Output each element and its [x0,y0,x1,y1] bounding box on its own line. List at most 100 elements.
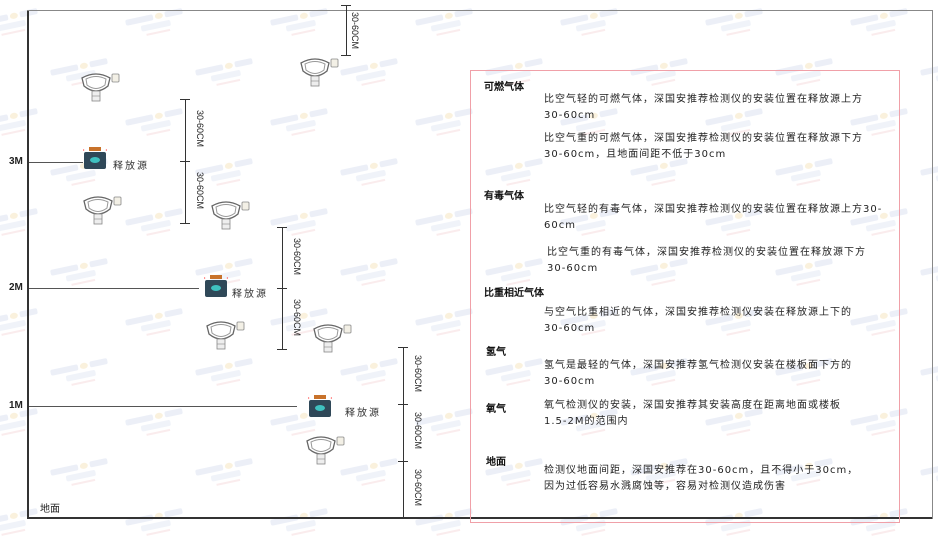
release-source-icon [307,395,333,417]
toxic-title: 有毒气体 [484,191,524,202]
watermark-logo [195,58,253,86]
watermark-logo [485,358,543,386]
watermark-logo [270,508,328,536]
floor-line [27,517,933,519]
watermark-logo [415,308,473,336]
watermark-logo [775,358,833,386]
watermark-logo [775,458,833,486]
info-panel [470,70,900,523]
watermark-logo [0,508,38,536]
watermark-logo [270,308,328,336]
ground-title: 地面 [486,457,506,468]
watermark-logo [195,358,253,386]
release-source-icon [82,147,108,169]
ceiling-line [27,10,933,11]
watermark-logo [705,108,763,136]
similar-title: 比重相近气体 [484,288,544,299]
ground-text: 检测仪地面间距，深国安推荐在30-60cm，且不得小于30cm，因为过低容易水溅… [544,465,859,492]
watermark-logo [415,408,473,436]
watermark-logo [270,8,328,36]
dimension-tick [180,161,190,162]
watermark-logo [195,458,253,486]
watermark-logo [920,464,938,482]
watermark-logo [270,108,328,136]
wall-line [27,10,29,519]
gas-detector-icon [310,323,352,353]
watermark-logo [340,158,398,186]
watermark-logo [775,158,833,186]
watermark-logo [920,264,938,282]
level-2m-label: 2M [9,282,23,293]
oxygen-title: 氧气 [486,404,506,415]
watermark-logo [850,308,908,336]
watermark-logo [0,308,38,336]
watermark-logo [270,208,328,236]
level-1m-line [29,406,297,407]
watermark-logo [125,208,183,236]
dimension-label: 30-60CM [292,299,302,337]
watermark-logo [340,458,398,486]
watermark-logo [920,164,938,182]
release-source-label: 释放源 [345,408,381,419]
gas-detector-icon [78,72,120,102]
watermark-logo [850,108,908,136]
watermark-logo [705,308,763,336]
watermark-logo [415,108,473,136]
level-3m-label: 3M [9,156,23,167]
dimension-line [346,5,347,55]
watermark-logo [705,8,763,36]
watermark-logo [560,208,618,236]
watermark-logo [50,358,108,386]
release-source-label: 释放源 [232,289,268,300]
watermark-logo [0,208,38,236]
dimension-label: 30-60CM [292,238,302,276]
dimension-tick [180,223,190,224]
watermark-logo [850,208,908,236]
dimension-label: 30-60CM [195,172,205,210]
dimension-label: 30-60CM [195,110,205,148]
toxic-light-text: 比空气轻的有毒气体，深国安推荐检测仪的安装位置在释放源上方30-60cm [544,204,883,231]
dimension-label: 30-60CM [413,412,423,450]
watermark-logo [0,408,38,436]
watermark-logo [775,58,833,86]
watermark-logo [485,258,543,286]
release-source-label: 释放源 [113,161,149,172]
watermark-logo [0,108,38,136]
watermark-logo [415,208,473,236]
watermark-logo [705,408,763,436]
dimension-tick [341,55,351,56]
watermark-logo [705,208,763,236]
watermark-logo [560,408,618,436]
dimension-label: 30-60CM [350,12,360,50]
watermark-logo [195,158,253,186]
dimension-tick [398,404,408,405]
dimension-label: 30-60CM [413,355,423,393]
dimension-tick [398,518,408,519]
watermark-logo [125,108,183,136]
hydrogen-text: 氢气是最轻的气体，深国安推荐氢气检测仪安装在楼板面下方的30-60cm [544,360,852,387]
watermark-logo [630,258,688,286]
watermark-logo [920,364,938,382]
watermark-logo [50,258,108,286]
dimension-tick [398,461,408,462]
flammable-light-text: 比空气轻的可燃气体，深国安推荐检测仪的安装位置在释放源上方30-60cm [544,94,863,121]
dimension-tick [180,99,190,100]
watermark-logo [125,508,183,536]
watermark-logo [775,258,833,286]
dimension-tick [341,5,351,6]
watermark-logo [0,8,38,36]
dimension-label: 30-60CM [413,469,423,507]
floor-label: 地面 [40,504,60,515]
dimension-tick [398,347,408,348]
watermark-logo [125,308,183,336]
watermark-logo [415,508,473,536]
level-2m-line [29,288,199,289]
release-source-icon [203,275,229,297]
gas-detector-icon [303,435,345,465]
watermark-logo [50,458,108,486]
watermark-logo [125,408,183,436]
dimension-line [403,347,404,518]
watermark-logo [630,158,688,186]
dimension-tick [277,288,287,289]
